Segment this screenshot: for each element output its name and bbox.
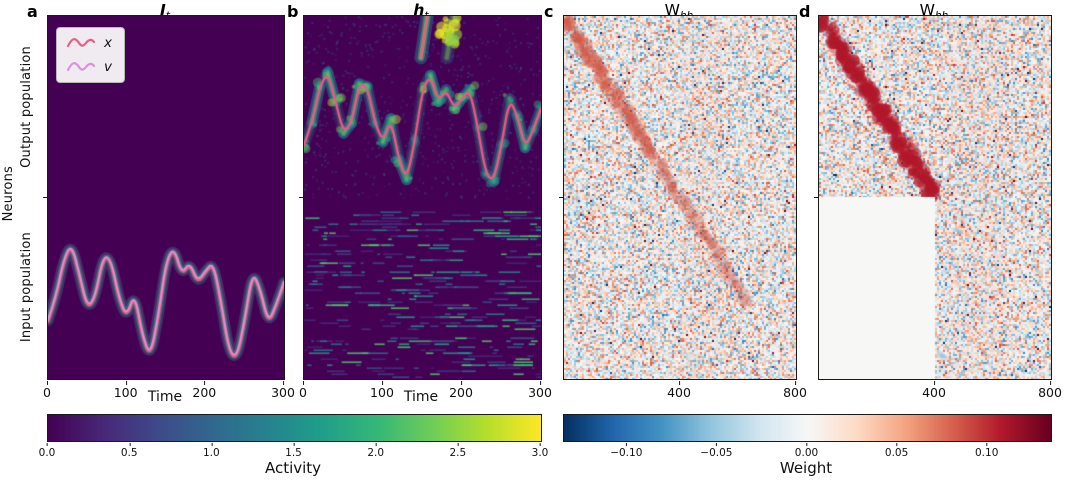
colorbar-tick-label: 0.0 xyxy=(39,443,55,459)
colorbar-tick-label: 0.10 xyxy=(975,443,998,459)
time-axis-label-b: Time xyxy=(403,389,439,405)
legend-label-v: v xyxy=(104,59,112,75)
weight-colorbar xyxy=(563,414,1052,442)
colorbar-tick-label: 2.5 xyxy=(449,443,466,459)
panel-d-heatmap xyxy=(818,15,1052,380)
x-tick-label: 300 xyxy=(271,381,295,400)
panel-c-title-main: W xyxy=(664,1,681,19)
colorbar-tick-label: 2.0 xyxy=(367,443,384,459)
panel-b-title-main: h xyxy=(413,1,425,19)
panel-c-letter: c xyxy=(544,2,554,21)
x-tick-label: 100 xyxy=(114,381,138,400)
legend-entry-v: v xyxy=(66,59,112,75)
v-line-icon xyxy=(66,62,96,72)
panel-b-letter: b xyxy=(287,2,299,21)
colorbar-tick-label: 0.5 xyxy=(121,443,138,459)
panel-d-title-main: W xyxy=(919,1,936,19)
x-tick-label: 0 xyxy=(299,381,307,400)
y-mid-tick xyxy=(814,196,818,198)
neurons-axis-label: Neurons xyxy=(1,166,16,222)
y-mid-tick xyxy=(559,196,563,198)
x-tick-label: 400 xyxy=(922,381,946,400)
colorbar-tick-label: −0.10 xyxy=(610,443,642,459)
legend: x v xyxy=(56,27,125,83)
x-tick-label: 800 xyxy=(783,381,807,400)
input-population-label: Input population xyxy=(19,232,34,343)
panel-a-title-main: I xyxy=(160,1,166,19)
weight-colorbar-label: Weight xyxy=(779,459,833,477)
activity-colorbar-label: Activity xyxy=(264,459,322,477)
panel-a-letter: a xyxy=(27,2,38,21)
colorbar-tick-label: −0.05 xyxy=(700,443,732,459)
legend-label-x: x xyxy=(104,35,112,51)
x-tick-label: 200 xyxy=(192,381,216,400)
x-tick-label: 0 xyxy=(43,381,51,400)
panel-c-heatmap xyxy=(563,15,797,380)
time-axis-label-a: Time xyxy=(147,389,183,405)
x-tick-label: 200 xyxy=(449,381,473,400)
x-tick-label: 100 xyxy=(370,381,394,400)
x-tick-label: 300 xyxy=(528,381,552,400)
x-tick-label: 800 xyxy=(1038,381,1062,400)
colorbar-tick-label: 0.05 xyxy=(885,443,908,459)
x-tick-label: 400 xyxy=(667,381,691,400)
activity-colorbar xyxy=(47,414,542,442)
colorbar-tick-label: 0.00 xyxy=(795,443,818,459)
output-population-label: Output population xyxy=(19,46,34,168)
colorbar-tick-label: 3.0 xyxy=(532,443,548,459)
colorbar-tick-label: 1.0 xyxy=(203,443,220,459)
x-line-icon xyxy=(66,38,96,48)
panel-d-letter: d xyxy=(799,2,811,21)
panel-b-heatmap xyxy=(303,15,542,380)
legend-entry-x: x xyxy=(66,35,112,51)
y-mid-tick xyxy=(299,196,303,198)
y-mid-tick xyxy=(43,196,47,198)
colorbar-tick-label: 1.5 xyxy=(285,443,302,459)
